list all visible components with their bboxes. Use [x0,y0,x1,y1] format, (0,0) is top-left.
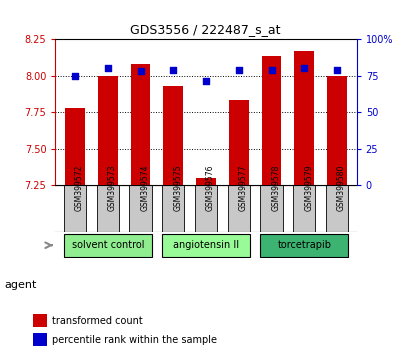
Point [104,65,111,71]
Bar [227,185,249,232]
Text: GSM399575: GSM399575 [173,164,182,211]
Point [170,67,176,73]
Text: GSM399579: GSM399579 [303,164,312,211]
Bar [129,185,151,232]
Text: GSM399574: GSM399574 [140,164,149,211]
Bar [260,185,282,232]
Text: torcetrapib: torcetrapib [276,240,330,250]
Bar [163,86,183,185]
Text: transformed count: transformed count [52,316,142,326]
Bar [194,185,217,232]
Text: GSM399577: GSM399577 [238,164,247,211]
Bar [294,51,313,185]
Bar [162,234,249,257]
Bar [325,185,347,232]
Point [300,65,307,71]
Bar [98,75,117,185]
Bar [162,185,184,232]
Bar [65,108,85,185]
Text: GDS3556 / 222487_s_at: GDS3556 / 222487_s_at [129,23,280,36]
Bar [326,75,346,185]
Bar [196,178,215,185]
Text: agent: agent [4,280,36,290]
Text: percentile rank within the sample: percentile rank within the sample [52,335,216,345]
Text: GSM399573: GSM399573 [108,164,117,211]
Bar [228,101,248,185]
Bar [33,314,47,327]
Bar [97,185,119,232]
Bar [292,185,315,232]
Point [137,68,144,74]
Point [267,67,274,73]
Text: GSM399580: GSM399580 [336,164,345,211]
Text: GSM399572: GSM399572 [75,164,84,211]
Point [235,67,241,73]
Bar [261,57,281,185]
Text: GSM399578: GSM399578 [271,164,280,211]
Bar [33,333,47,346]
Point [202,79,209,84]
Text: angiotensin II: angiotensin II [173,240,238,250]
Point [333,67,339,73]
Bar [130,64,150,185]
Bar [260,234,347,257]
Bar [64,234,151,257]
Bar [64,185,86,232]
Text: solvent control: solvent control [71,240,144,250]
Text: GSM399576: GSM399576 [206,164,214,211]
Point [72,73,78,78]
